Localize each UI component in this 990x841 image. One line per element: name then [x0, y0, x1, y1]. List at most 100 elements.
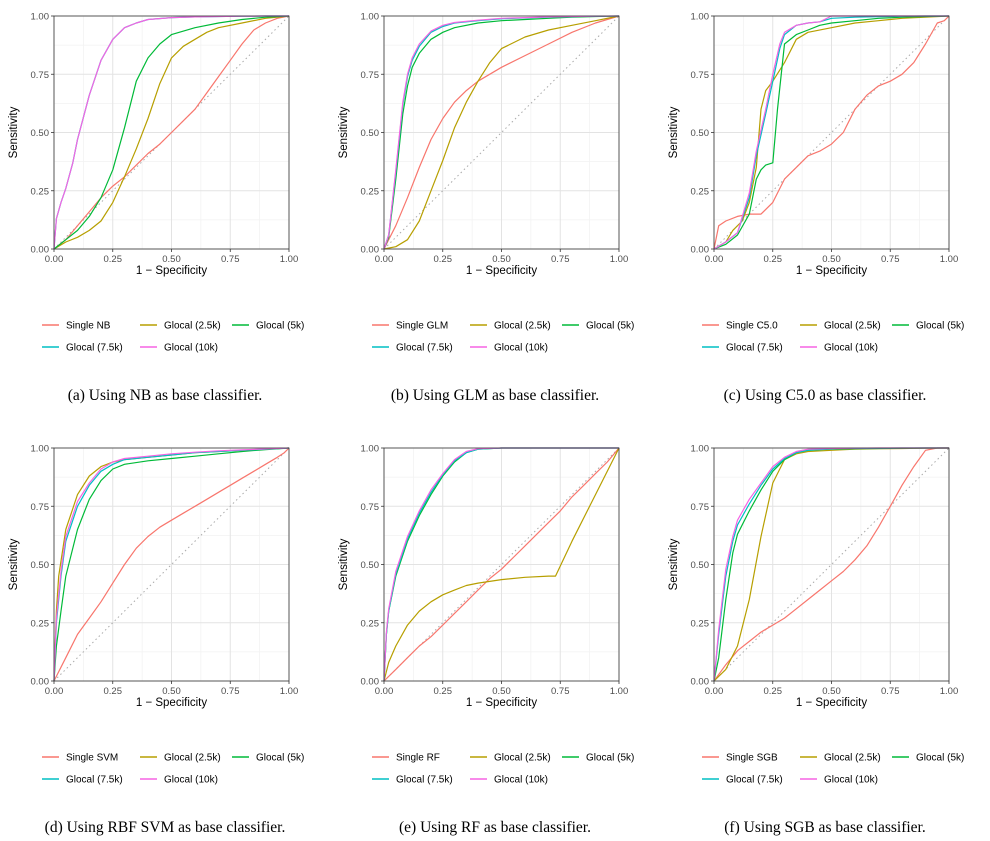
- legend-item: Glocal (7.5k): [702, 343, 783, 354]
- legend-item: Glocal (10k): [800, 775, 878, 786]
- x-axis-title: 1 − Specificity: [466, 265, 538, 277]
- x-tick-label: 0.25: [104, 254, 123, 265]
- y-axis-title: Sensitivity: [8, 106, 20, 158]
- legend-item: Glocal (7.5k): [372, 775, 453, 786]
- legend-label: Glocal (10k): [164, 343, 218, 354]
- y-tick-label: 0.50: [691, 128, 710, 139]
- x-tick-label: 0.50: [162, 686, 181, 697]
- legend-item: Single GLM: [372, 321, 448, 332]
- legend-item: Glocal (10k): [140, 775, 218, 786]
- x-tick-label: 1.00: [940, 254, 959, 265]
- x-tick-label: 0.50: [492, 686, 511, 697]
- roc-panel: 0.000.00 0.25 0.25 0.50 0.50 0.75 0.75 1.00 1.00…: [668, 444, 964, 837]
- x-tick-label: 0.75: [881, 686, 900, 697]
- y-tick-label: 0.75: [31, 70, 50, 81]
- legend-item: Glocal (7.5k): [42, 775, 123, 786]
- legend-item: Glocal (5k): [232, 321, 304, 332]
- x-tick-label: 0.75: [551, 254, 570, 265]
- roc-panel: 0.000.00 0.25 0.25 0.50 0.50 0.75 0.75 1.00 1.00…: [668, 12, 964, 405]
- y-tick-label: 0.75: [31, 502, 50, 513]
- legend-item: Glocal (7.5k): [42, 343, 123, 354]
- roc-curve: [713, 15, 949, 250]
- legend-label: Glocal (10k): [824, 775, 878, 786]
- x-axis-title: 1 − Specificity: [136, 265, 208, 277]
- figure-caption: (e) Using RF as base classifier.: [399, 819, 591, 836]
- x-tick-label: 1.00: [610, 686, 629, 697]
- y-tick-label: 1.00: [31, 12, 50, 23]
- legend-label: Glocal (7.5k): [726, 775, 783, 786]
- legend-label: Glocal (2.5k): [164, 321, 221, 332]
- y-axis-title: Sensitivity: [668, 106, 680, 158]
- y-tick-label: 0.75: [361, 70, 380, 81]
- legend-item: Single NB: [42, 321, 111, 332]
- x-tick-label: 1.00: [280, 686, 299, 697]
- legend-label: Single RF: [396, 753, 440, 764]
- legend-item: Glocal (2.5k): [800, 321, 881, 332]
- y-tick-label: 1.00: [361, 12, 380, 23]
- x-tick-label: 1.00: [940, 686, 959, 697]
- legend-label: Single C5.0: [726, 321, 778, 332]
- legend-label: Glocal (7.5k): [66, 775, 123, 786]
- legend-label: Single SGB: [726, 753, 778, 764]
- y-tick-label: 0.25: [361, 618, 380, 629]
- figure-caption: (d) Using RBF SVM as base classifier.: [45, 819, 286, 836]
- legend-item: Glocal (10k): [470, 343, 548, 354]
- roc-curve: [53, 15, 289, 250]
- x-tick-label: 0.25: [764, 254, 783, 265]
- legend-item: Single SGB: [702, 753, 778, 764]
- legend-label: Glocal (2.5k): [824, 753, 881, 764]
- legend-label: Single NB: [66, 321, 111, 332]
- roc-panel: 0.000.00 0.25 0.25 0.50 0.50 0.75 0.75 1.00 1.00…: [8, 12, 304, 405]
- x-tick-label: 1.00: [610, 254, 629, 265]
- legend-label: Glocal (5k): [256, 321, 304, 332]
- legend-label: Glocal (7.5k): [726, 343, 783, 354]
- x-tick-label: 0.25: [434, 254, 453, 265]
- legend-item: Glocal (5k): [892, 321, 964, 332]
- legend-item: Glocal (2.5k): [140, 753, 221, 764]
- legend-item: Single RF: [372, 753, 440, 764]
- roc-curve: [383, 447, 620, 682]
- legend-item: Glocal (10k): [470, 775, 548, 786]
- legend-item: Glocal (2.5k): [470, 753, 551, 764]
- roc-curve: [713, 15, 950, 250]
- legend-label: Glocal (5k): [916, 321, 964, 332]
- legend-label: Glocal (7.5k): [66, 343, 123, 354]
- x-axis-title: 1 − Specificity: [796, 265, 868, 277]
- y-tick-label: 0.25: [691, 186, 710, 197]
- y-tick-label: 0.50: [361, 128, 380, 139]
- chance-diagonal: [713, 15, 950, 250]
- y-tick-label: 0.25: [691, 618, 710, 629]
- legend-label: Glocal (5k): [916, 753, 964, 764]
- roc-curve: [383, 15, 620, 250]
- y-tick-label: 0.75: [691, 70, 710, 81]
- roc-panel: 0.000.00 0.25 0.25 0.50 0.50 0.75 0.75 1.00 1.00…: [338, 12, 634, 405]
- roc-curve: [53, 15, 290, 250]
- roc-curve: [383, 15, 620, 250]
- y-tick-label: 0.25: [31, 618, 50, 629]
- legend-label: Glocal (10k): [494, 343, 548, 354]
- y-tick-label: 0.00: [361, 245, 380, 256]
- y-tick-label: 0.50: [361, 560, 380, 571]
- figure-caption: (a) Using NB as base classifier.: [68, 387, 263, 404]
- x-tick-label: 0.50: [822, 686, 841, 697]
- roc-curve: [383, 447, 620, 682]
- x-tick-label: 0.00: [375, 686, 394, 697]
- legend-label: Glocal (2.5k): [494, 321, 551, 332]
- x-tick-label: 0.75: [221, 686, 240, 697]
- legend-item: Single C5.0: [702, 321, 778, 332]
- y-axis-title: Sensitivity: [668, 538, 680, 590]
- roc-curve: [383, 15, 620, 250]
- legend-item: Glocal (10k): [800, 343, 878, 354]
- legend-item: Single SVM: [42, 753, 118, 764]
- x-tick-label: 0.25: [434, 686, 453, 697]
- figure-caption: (b) Using GLM as base classifier.: [391, 387, 599, 404]
- legend-item: Glocal (10k): [140, 343, 218, 354]
- y-tick-label: 0.00: [691, 245, 710, 256]
- y-tick-label: 0.00: [691, 677, 710, 688]
- chance-diagonal: [713, 447, 950, 682]
- x-tick-label: 0.00: [45, 686, 64, 697]
- roc-curve: [53, 15, 290, 250]
- roc-curve: [53, 447, 290, 682]
- roc-curve: [53, 447, 290, 682]
- x-tick-label: 0.75: [881, 254, 900, 265]
